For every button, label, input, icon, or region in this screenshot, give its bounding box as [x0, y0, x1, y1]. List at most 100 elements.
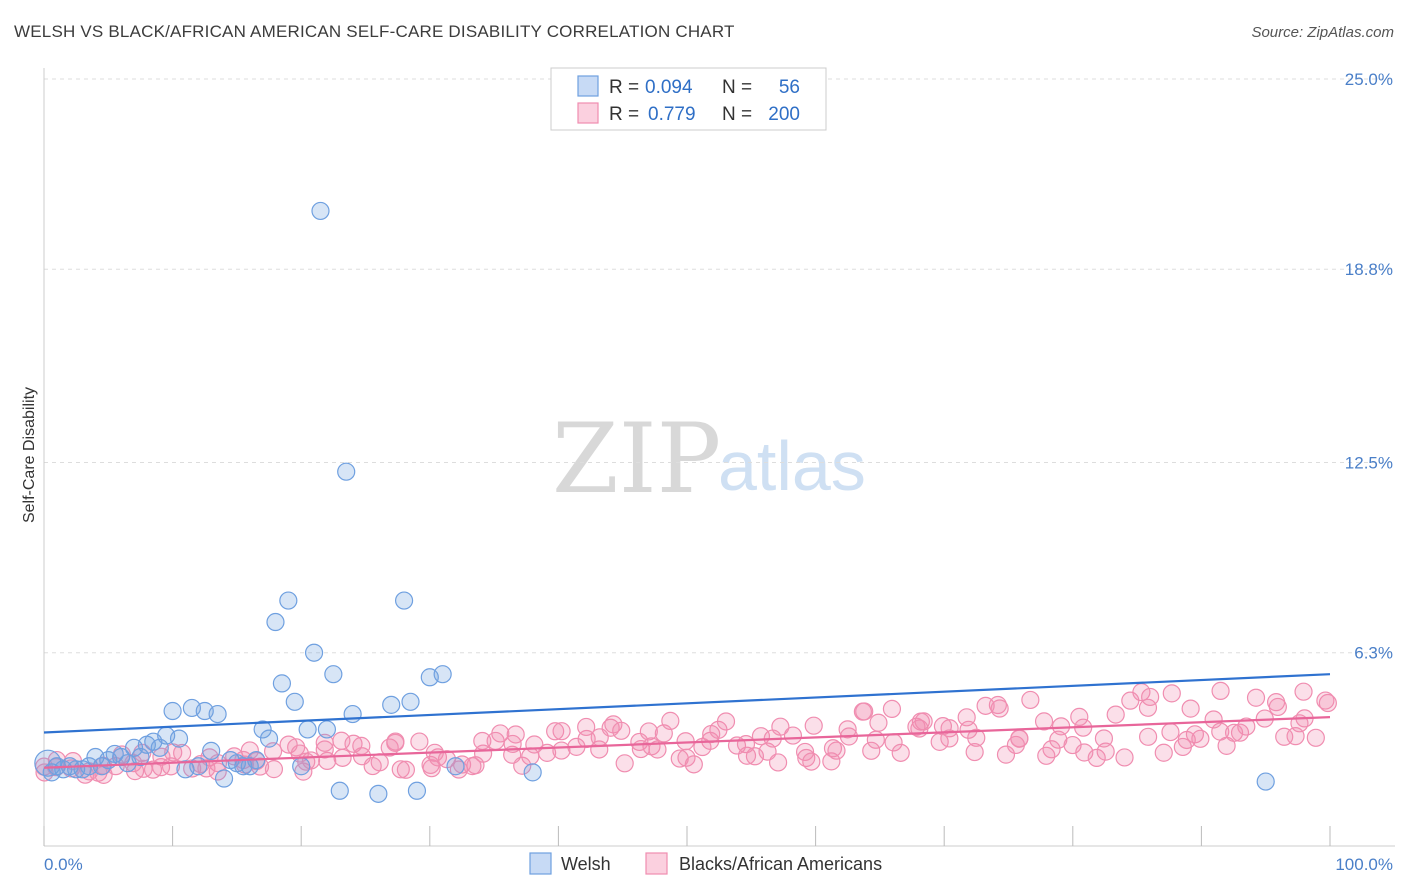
- welsh-trend-line: [43, 673, 1331, 734]
- welsh-point: [324, 665, 343, 684]
- x-tick-label-max: 100.0%: [1335, 855, 1393, 874]
- black-point: [838, 720, 857, 739]
- black-point: [552, 741, 571, 760]
- black-point: [965, 742, 984, 762]
- black-point: [990, 699, 1009, 718]
- black-point: [1051, 717, 1071, 736]
- black-point: [783, 726, 803, 745]
- black-point: [1094, 729, 1114, 748]
- welsh-point: [369, 784, 388, 803]
- black-point: [1294, 682, 1313, 701]
- black-point: [396, 760, 415, 779]
- black-point: [827, 741, 846, 760]
- welsh-point: [285, 692, 304, 711]
- legend-box: R = 0.094 N = 56 R = 0.779 N = 200: [550, 67, 827, 131]
- welsh-point: [446, 757, 465, 776]
- welsh-point: [279, 591, 298, 610]
- black-point: [914, 712, 933, 731]
- series-welsh-points: [34, 201, 1275, 803]
- black-point: [716, 712, 736, 731]
- black-point: [1161, 722, 1180, 742]
- welsh-point: [163, 701, 182, 721]
- black-point: [802, 752, 821, 771]
- welsh-point: [382, 695, 401, 714]
- legend-n-value-black: 200: [768, 104, 800, 125]
- welsh-point: [214, 769, 234, 788]
- welsh-point: [208, 704, 227, 724]
- axes: [43, 68, 1395, 847]
- black-point: [1115, 748, 1134, 767]
- legend-r-value-welsh: 0.094: [645, 77, 693, 98]
- black-point: [1154, 743, 1173, 762]
- welsh-point: [253, 720, 272, 739]
- black-point: [661, 711, 680, 730]
- black-point: [1049, 730, 1068, 749]
- black-point: [1087, 748, 1106, 767]
- legend-n-label-black: N =: [722, 104, 752, 125]
- black-point: [1318, 693, 1337, 713]
- x-tick-label-min: 0.0%: [44, 855, 83, 874]
- black-point: [264, 760, 284, 779]
- black-point: [318, 751, 337, 771]
- black-point: [639, 722, 658, 741]
- tick-labels: 6.3% 12.5% 18.8% 25.0% 0.0% 100.0%: [44, 70, 1393, 874]
- black-point: [795, 742, 815, 762]
- black-point: [771, 717, 790, 736]
- welsh-point: [169, 729, 189, 748]
- welsh-point: [189, 757, 208, 776]
- bottom-legend-black: Blacks/African Americans: [679, 854, 882, 874]
- y-tick-label: 12.5%: [1345, 454, 1393, 473]
- bottom-legend-welsh: Welsh: [561, 854, 611, 874]
- welsh-point: [311, 201, 330, 221]
- black-point: [940, 729, 959, 748]
- bottom-legend: Welsh Blacks/African Americans: [529, 852, 882, 875]
- source-label: Source: ZipAtlas.com: [1251, 24, 1394, 41]
- black-point: [449, 760, 468, 779]
- y-tick-label: 6.3%: [1354, 644, 1393, 663]
- welsh-point: [266, 612, 285, 632]
- black-point: [546, 722, 565, 741]
- legend-swatch-welsh: [577, 75, 599, 97]
- grid-lines: [44, 78, 1395, 654]
- welsh-point: [394, 591, 414, 610]
- black-point: [1162, 684, 1181, 703]
- trend-lines: [43, 673, 1331, 769]
- black-point: [1138, 698, 1158, 717]
- black-point: [363, 756, 382, 776]
- black-point: [410, 732, 429, 751]
- black-point: [1191, 729, 1210, 748]
- black-point: [1034, 712, 1054, 731]
- welsh-point: [298, 720, 317, 739]
- black-point: [506, 725, 525, 744]
- legend-n-label-welsh: N =: [722, 77, 752, 98]
- black-point: [768, 753, 788, 772]
- black-point: [1106, 705, 1125, 724]
- black-point: [1246, 688, 1266, 707]
- watermark-atlas: atlas: [718, 427, 866, 505]
- black-point: [1181, 699, 1200, 718]
- black-point: [869, 713, 888, 732]
- welsh-point: [317, 720, 337, 739]
- black-point: [1070, 707, 1089, 726]
- black-point: [601, 718, 620, 737]
- black-point: [386, 733, 405, 752]
- legend-r-label-welsh: R =: [609, 77, 639, 98]
- black-point: [612, 721, 631, 740]
- black-point: [1306, 728, 1325, 747]
- black-point: [1237, 717, 1256, 736]
- black-point: [615, 754, 634, 773]
- welsh-point: [272, 674, 292, 693]
- black-point: [1042, 740, 1061, 759]
- black-point: [882, 699, 902, 719]
- black-point: [1266, 693, 1286, 712]
- welsh-point: [407, 781, 427, 800]
- black-point: [822, 752, 841, 771]
- welsh-point: [343, 704, 362, 724]
- watermark-zip: ZIP: [552, 403, 721, 515]
- welsh-point: [523, 763, 542, 782]
- bottom-legend-swatch-black: [645, 852, 668, 875]
- welsh-point: [259, 729, 279, 748]
- legend-swatch-black: [577, 102, 599, 124]
- bottom-legend-swatch-welsh: [529, 852, 552, 875]
